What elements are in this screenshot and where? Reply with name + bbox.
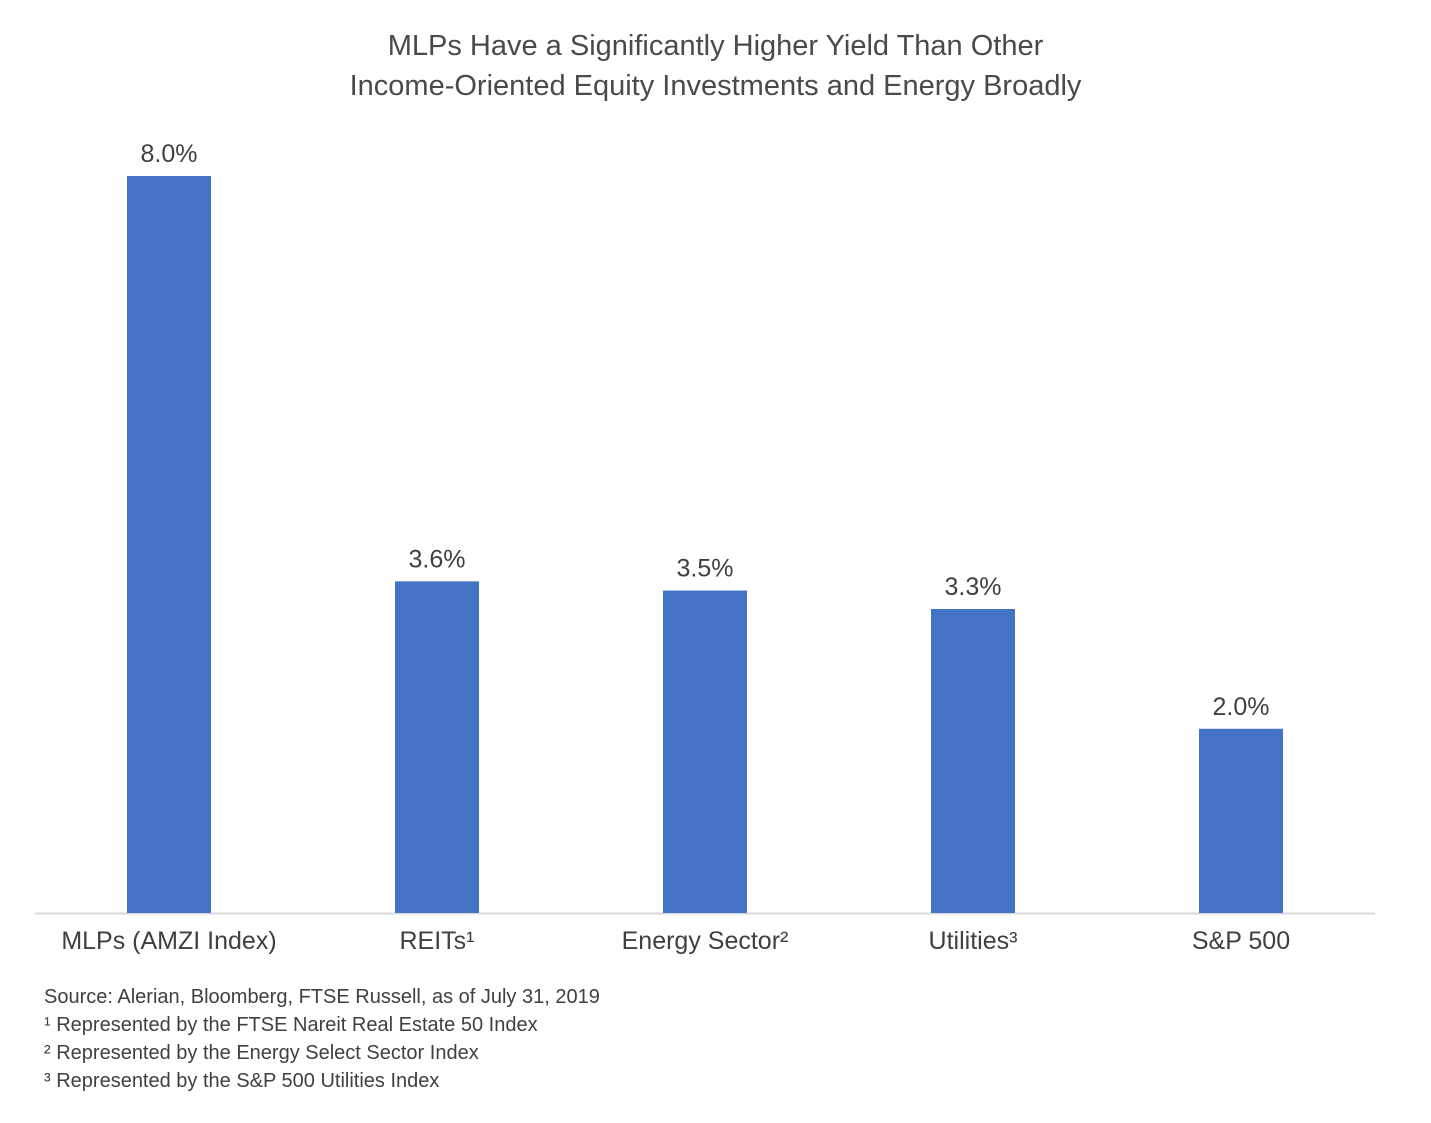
category-label-4: S&P 500 [1192, 927, 1290, 955]
source-note: Source: Alerian, Bloomberg, FTSE Russell… [44, 986, 600, 1008]
footnotes: Source: Alerian, Bloomberg, FTSE Russell… [44, 983, 600, 1095]
chart-title-line-1: MLPs Have a Significantly Higher Yield T… [387, 30, 1044, 62]
category-label-3: Utilities³ [929, 927, 1018, 955]
chart-title: MLPs Have a Significantly Higher Yield T… [0, 26, 1431, 106]
bar-2 [663, 590, 747, 913]
data-label-2: 3.5% [677, 555, 734, 583]
footnote-2: ² Represented by the Energy Select Secto… [44, 1042, 479, 1064]
data-label-0: 8.0% [141, 140, 198, 168]
bar-1 [395, 581, 479, 913]
footnote-3: ³ Represented by the S&P 500 Utilities I… [44, 1070, 440, 1092]
bar-0 [127, 176, 211, 913]
data-label-3: 3.3% [945, 573, 1002, 601]
category-label-1: REITs¹ [400, 927, 475, 955]
bar-4 [1199, 728, 1283, 913]
data-label-1: 3.6% [409, 545, 466, 573]
category-label-0: MLPs (AMZI Index) [61, 927, 276, 955]
data-label-4: 2.0% [1213, 693, 1270, 721]
bar-3 [931, 608, 1015, 913]
category-label-2: Energy Sector² [622, 927, 789, 955]
chart-title-line-2: Income-Oriented Equity Investments and E… [349, 70, 1082, 102]
footnote-1: ¹ Represented by the FTSE Nareit Real Es… [44, 1014, 538, 1036]
